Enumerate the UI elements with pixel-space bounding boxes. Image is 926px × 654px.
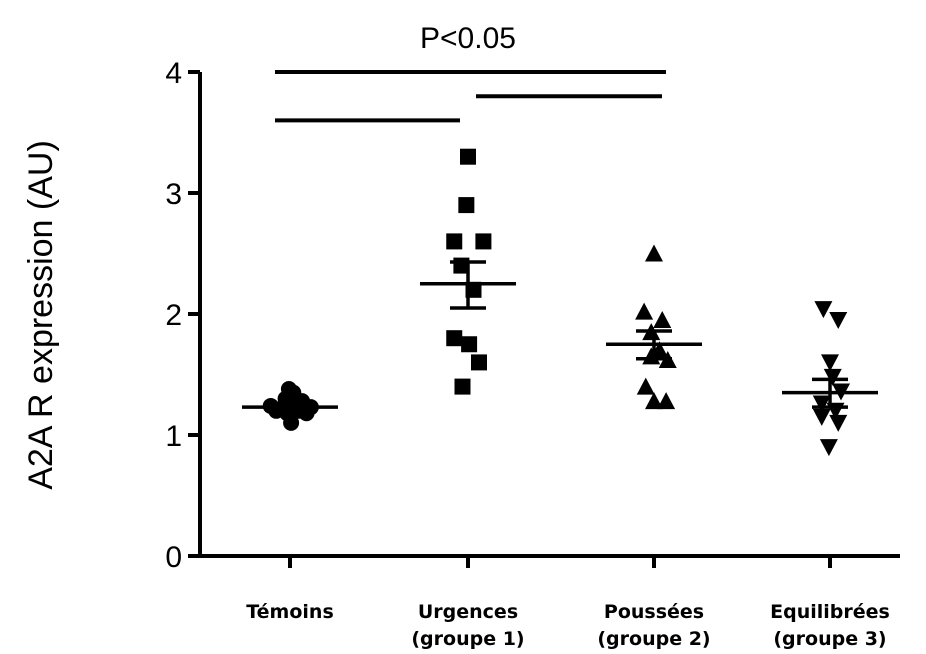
data-points (262, 148, 850, 457)
x-tick-label-sub: (groupe 2) (597, 628, 710, 650)
y-tick-label: 2 (165, 299, 182, 332)
data-point (645, 392, 663, 410)
data-point (645, 244, 663, 262)
x-tick-label: Equilibrées (770, 601, 890, 623)
significance-bars (275, 70, 666, 123)
data-point (454, 378, 471, 395)
data-point (461, 336, 478, 353)
y-ticks: 0 1 2 3 4 (165, 57, 200, 574)
data-point (812, 395, 831, 413)
x-ticks: Témoins Urgences (groupe 1) Poussées (groupe… (246, 556, 890, 650)
x-tick-label-sub: (groupe 3) (773, 628, 886, 650)
data-point (458, 197, 475, 214)
data-point (657, 392, 676, 410)
x-tick-label-sub: (groupe 1) (411, 628, 524, 650)
data-point (460, 148, 476, 165)
y-tick-label: 4 (165, 57, 182, 90)
data-point (823, 368, 842, 386)
data-point (829, 312, 848, 330)
data-point (446, 330, 463, 347)
data-point (814, 301, 833, 319)
x-tick-label: Poussées (604, 601, 704, 623)
significance-label: P<0.05 (420, 22, 516, 55)
data-point (446, 233, 463, 250)
y-tick-label: 3 (165, 178, 182, 211)
x-tick-label: Urgences (418, 601, 518, 623)
y-tick-label: 0 (165, 541, 182, 574)
data-point (821, 354, 839, 372)
y-axis-label: A2A R expression (AU) (22, 140, 60, 490)
data-point (829, 414, 848, 432)
data-point (819, 439, 838, 457)
y-tick-label: 1 (165, 420, 182, 453)
data-point (475, 233, 492, 250)
mean-sem-bars (242, 260, 878, 412)
data-point (636, 377, 655, 395)
x-tick-label: Témoins (246, 601, 334, 623)
data-point (635, 302, 654, 320)
data-point (653, 311, 672, 329)
data-point (812, 408, 831, 426)
data-point (471, 354, 487, 371)
